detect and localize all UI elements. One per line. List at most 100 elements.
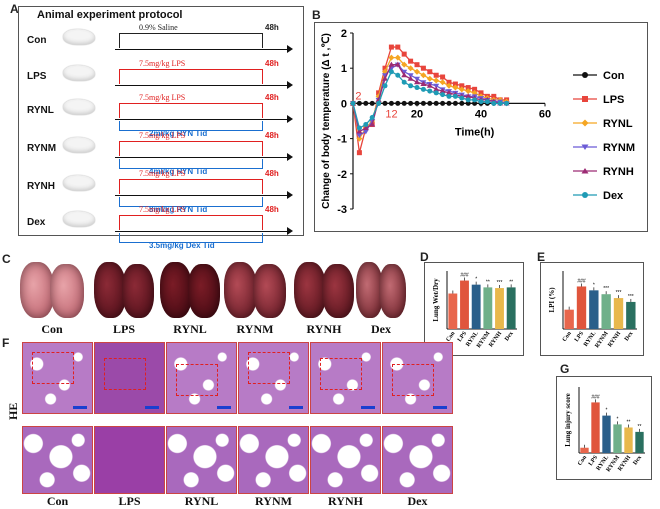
bar (483, 287, 493, 329)
data-point (504, 100, 510, 106)
lung-left-lobe (294, 262, 326, 318)
data-point (439, 79, 446, 86)
data-point (382, 75, 388, 81)
panel-letter-f: F (2, 336, 10, 350)
data-point (369, 100, 375, 106)
category-label: Dex (504, 331, 515, 343)
data-point (356, 133, 363, 139)
dose-text: 7.5mg/kg LPS (139, 131, 186, 140)
data-point (452, 93, 458, 99)
treatment-text: 4ml/kg RYN Tid (149, 167, 208, 176)
data-point (401, 69, 408, 75)
duration-text: 48h (265, 205, 279, 214)
dose-text: 7.5mg/kg LPS (139, 169, 186, 178)
bar (601, 294, 611, 329)
data-point (420, 72, 427, 79)
data-point (401, 72, 408, 78)
bar (626, 301, 636, 329)
scale-bar (145, 406, 159, 409)
arrow-head-icon (287, 115, 293, 123)
data-point (408, 100, 414, 106)
treatment-bracket (119, 159, 263, 169)
dose-bracket (119, 179, 263, 194)
dose-text: 7.5mg/kg LPS (139, 59, 186, 68)
x-tick-label: 60 (539, 108, 551, 120)
data-point (433, 72, 439, 78)
data-point (388, 44, 394, 50)
data-point (491, 100, 497, 106)
data-point (414, 76, 420, 82)
data-point (459, 95, 465, 101)
data-point (426, 82, 433, 88)
scale-bar (217, 406, 231, 409)
data-point (446, 82, 452, 89)
duration-text: 48h (265, 23, 279, 32)
lung-left-lobe (356, 262, 383, 318)
y-axis-label: LPI (%) (548, 287, 556, 313)
lung-right-lobe (322, 264, 354, 318)
data-point (401, 100, 407, 106)
bar (602, 415, 611, 453)
legend-marker (581, 144, 589, 150)
zoom-region (320, 358, 362, 390)
bar (471, 284, 481, 329)
bar (635, 431, 644, 453)
data-point (446, 100, 452, 106)
lung-right-lobe (379, 264, 406, 318)
data-point (433, 90, 439, 96)
category-label: LPS (574, 330, 586, 343)
data-point (472, 100, 478, 106)
significance-label: *** (603, 286, 609, 292)
data-point (433, 86, 440, 92)
dose-bracket (119, 141, 263, 156)
bar (624, 427, 633, 453)
timeline-arrow (115, 85, 291, 86)
data-point (433, 77, 440, 84)
y-tick-label: -2 (337, 169, 347, 181)
significance-label: ** (509, 279, 513, 285)
data-point (414, 68, 420, 75)
histology-tile-low-mag (310, 342, 381, 414)
histology-tile-low-mag (382, 342, 453, 414)
significance-label: ### (577, 278, 586, 284)
histology-label: RYNH (328, 494, 363, 508)
legend-label: Con (603, 70, 625, 82)
dose-bracket (119, 103, 263, 118)
bar (613, 298, 624, 329)
lung-right-lobe (188, 264, 220, 318)
histology-tile-high-mag (382, 426, 453, 494)
histology-label: RYNM (255, 494, 292, 508)
panel-letter-e: E (537, 250, 546, 264)
data-point (356, 128, 363, 134)
group-label: Dex (27, 217, 46, 228)
scale-bar (433, 406, 447, 409)
mouse-icon (63, 29, 95, 45)
histology-tile-high-mag (94, 426, 165, 494)
arrow-head-icon (287, 81, 293, 89)
treatment-text: 3.5mg/kg Dex Tid (149, 241, 215, 250)
bar (580, 447, 589, 453)
dose-bracket (119, 215, 263, 230)
histology-tile-low-mag (22, 342, 93, 414)
y-axis-label: Lung Wet/Dry (432, 278, 440, 322)
time-mark-label: 2 (355, 90, 361, 102)
x-tick-label: 20 (411, 108, 423, 120)
lung-left-lobe (224, 262, 257, 318)
data-point (388, 69, 394, 75)
data-point (426, 75, 433, 82)
data-point (465, 88, 472, 95)
data-point (407, 73, 414, 79)
y-tick-label: 0 (341, 98, 347, 110)
data-point (376, 90, 382, 96)
data-point (458, 86, 465, 93)
data-point (408, 83, 414, 89)
data-point (401, 79, 407, 85)
category-label: Con (577, 454, 588, 467)
group-label: Con (27, 35, 47, 46)
group-label: RYNH (27, 181, 55, 192)
scale-bar (361, 406, 375, 409)
histology-tile-high-mag (310, 426, 381, 494)
lung-right-lobe (122, 264, 154, 318)
data-point (427, 100, 433, 106)
